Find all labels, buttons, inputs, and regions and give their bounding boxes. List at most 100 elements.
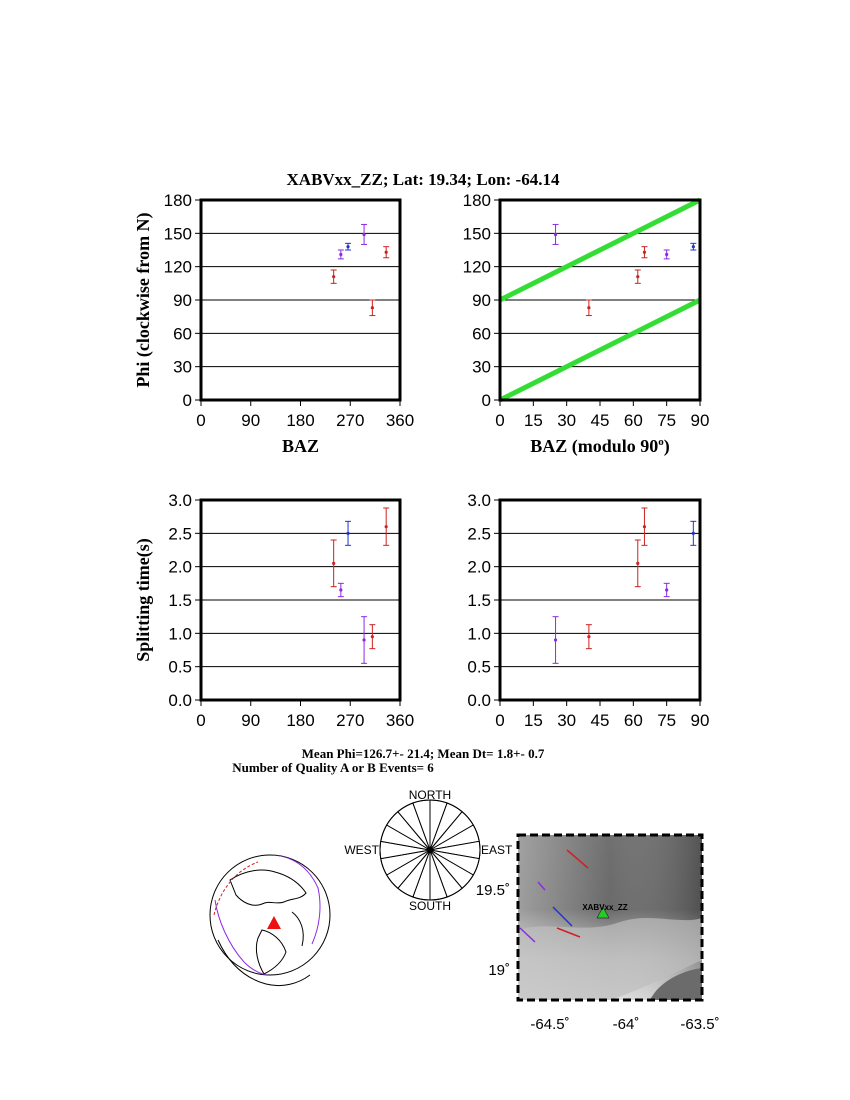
point-marker bbox=[642, 525, 647, 529]
x-axis-label-degree: o bbox=[658, 436, 664, 448]
location-globe bbox=[209, 854, 331, 987]
point-marker bbox=[636, 561, 640, 565]
y-tick-label: 30 bbox=[173, 358, 192, 377]
x-axis-label: BAZ (modulo 90o) bbox=[530, 436, 670, 457]
data-point bbox=[641, 246, 648, 259]
x-tick-label: 0 bbox=[196, 711, 205, 730]
summary-mean-line: Mean Phi=126.7+- 21.4; Mean Dt= 1.8+- 0.… bbox=[302, 746, 545, 761]
rose-diagram: NORTH SOUTH EAST WEST bbox=[344, 788, 513, 913]
data-point bbox=[330, 269, 337, 284]
x-tick-label: 360 bbox=[386, 411, 414, 430]
rose-outline bbox=[379, 799, 481, 901]
map-split-stick bbox=[552, 906, 573, 927]
y-tick-label: 0.5 bbox=[467, 658, 491, 677]
point-marker bbox=[370, 306, 374, 310]
data-point bbox=[552, 223, 559, 245]
x-tick-label: 45 bbox=[591, 411, 610, 430]
reference-line bbox=[498, 197, 702, 303]
x-tick-label: 90 bbox=[691, 711, 710, 730]
globe-landmass-south bbox=[255, 929, 287, 975]
x-tick-label: 180 bbox=[286, 411, 314, 430]
y-tick-label: 2.5 bbox=[467, 524, 491, 543]
point-marker bbox=[691, 531, 695, 535]
reference-line bbox=[498, 297, 702, 403]
y-tick-label: 1.5 bbox=[467, 591, 491, 610]
data-point bbox=[634, 269, 641, 284]
x-tick-label: 0 bbox=[495, 411, 504, 430]
point-marker bbox=[636, 275, 640, 279]
y-tick-label: 0.0 bbox=[467, 691, 491, 710]
rose-label-south: SOUTH bbox=[409, 899, 451, 913]
y-axis-label: Phi (clockwise from N) bbox=[133, 212, 154, 387]
point-marker bbox=[665, 588, 669, 592]
y-tick-label: 1.0 bbox=[168, 624, 192, 643]
point-marker bbox=[553, 232, 558, 237]
x-axis-label-end: ) bbox=[664, 436, 670, 457]
map-station-marker bbox=[596, 906, 610, 919]
y-tick-label: 3.0 bbox=[168, 491, 192, 510]
data-point bbox=[383, 507, 390, 546]
map-station-label: XABVxx_ZZ bbox=[582, 903, 627, 912]
x-tick-label: 90 bbox=[241, 711, 260, 730]
y-tick-label: 180 bbox=[164, 191, 192, 210]
data-point bbox=[552, 616, 559, 664]
x-tick-label: 60 bbox=[624, 411, 643, 430]
point-marker bbox=[553, 638, 558, 642]
data-point bbox=[383, 246, 390, 259]
y-tick-label: 0 bbox=[482, 391, 491, 410]
data-point bbox=[361, 616, 368, 664]
panel-dt_vs_baz: 0 90 180 270 360 0.0 0.5 1.0 1.5 2.0 2.5 3.0 Splitti… bbox=[133, 491, 414, 730]
y-tick-label: 180 bbox=[463, 191, 491, 210]
x-tick-label: 15 bbox=[524, 411, 543, 430]
map-relief bbox=[518, 918, 702, 1000]
y-tick-label: 2.5 bbox=[168, 524, 192, 543]
point-marker bbox=[339, 588, 343, 592]
rose-label-east: EAST bbox=[481, 843, 513, 857]
y-tick-label: 0 bbox=[183, 391, 192, 410]
y-tick-label: 150 bbox=[463, 224, 491, 243]
data-point bbox=[337, 582, 344, 598]
station-map: XABVxx_ZZ 19.5˚ 19˚ -64.5˚ -64˚ -63.5˚ bbox=[476, 833, 720, 1033]
x-tick-label: 60 bbox=[624, 711, 643, 730]
point-marker bbox=[370, 635, 374, 639]
y-tick-label: 0.5 bbox=[168, 658, 192, 677]
data-point bbox=[690, 520, 697, 546]
x-tick-label: 75 bbox=[657, 711, 676, 730]
data-point bbox=[361, 223, 368, 245]
x-tick-label: 45 bbox=[591, 711, 610, 730]
data-point bbox=[663, 249, 670, 260]
data-point bbox=[634, 539, 641, 588]
y-axis-label: Splitting time(s) bbox=[133, 538, 154, 662]
data-point bbox=[585, 624, 592, 650]
point-marker bbox=[339, 252, 343, 257]
summary-count-line: Number of Quality A or B Events= 6 bbox=[232, 760, 434, 775]
globe-station-marker bbox=[267, 916, 281, 929]
y-tick-label: 3.0 bbox=[467, 491, 491, 510]
map-relief-dark bbox=[650, 968, 702, 1000]
x-tick-label: 30 bbox=[557, 711, 576, 730]
data-point bbox=[345, 242, 352, 251]
y-tick-label: 90 bbox=[173, 291, 192, 310]
y-tick-label: 2.0 bbox=[168, 558, 192, 577]
x-tick-label: 90 bbox=[241, 411, 260, 430]
y-tick-label: 2.0 bbox=[467, 558, 491, 577]
map-frame bbox=[516, 833, 704, 1002]
figure-title: XABVxx_ZZ; Lat: 19.34; Lon: -64.14 bbox=[287, 170, 560, 189]
data-point bbox=[369, 624, 376, 650]
point-marker bbox=[362, 232, 366, 237]
point-marker bbox=[384, 250, 388, 254]
x-tick-label: 270 bbox=[336, 411, 364, 430]
y-tick-label: 30 bbox=[472, 358, 491, 377]
point-marker bbox=[587, 635, 591, 639]
data-point bbox=[330, 539, 337, 588]
point-marker bbox=[587, 306, 591, 310]
x-axis-label: BAZ bbox=[282, 436, 319, 456]
data-point bbox=[641, 507, 648, 546]
x-tick-label: 90 bbox=[691, 411, 710, 430]
y-tick-label: 1.5 bbox=[168, 591, 192, 610]
y-tick-label: 1.0 bbox=[467, 624, 491, 643]
map-split-stick bbox=[537, 881, 546, 891]
point-marker bbox=[384, 525, 388, 529]
point-marker bbox=[642, 250, 647, 254]
panel-dt_vs_baz_mod90: 0 15 30 45 60 75 90 0.0 0.5 1.0 1.5 2.0 2.5 3.0 bbox=[467, 491, 709, 730]
